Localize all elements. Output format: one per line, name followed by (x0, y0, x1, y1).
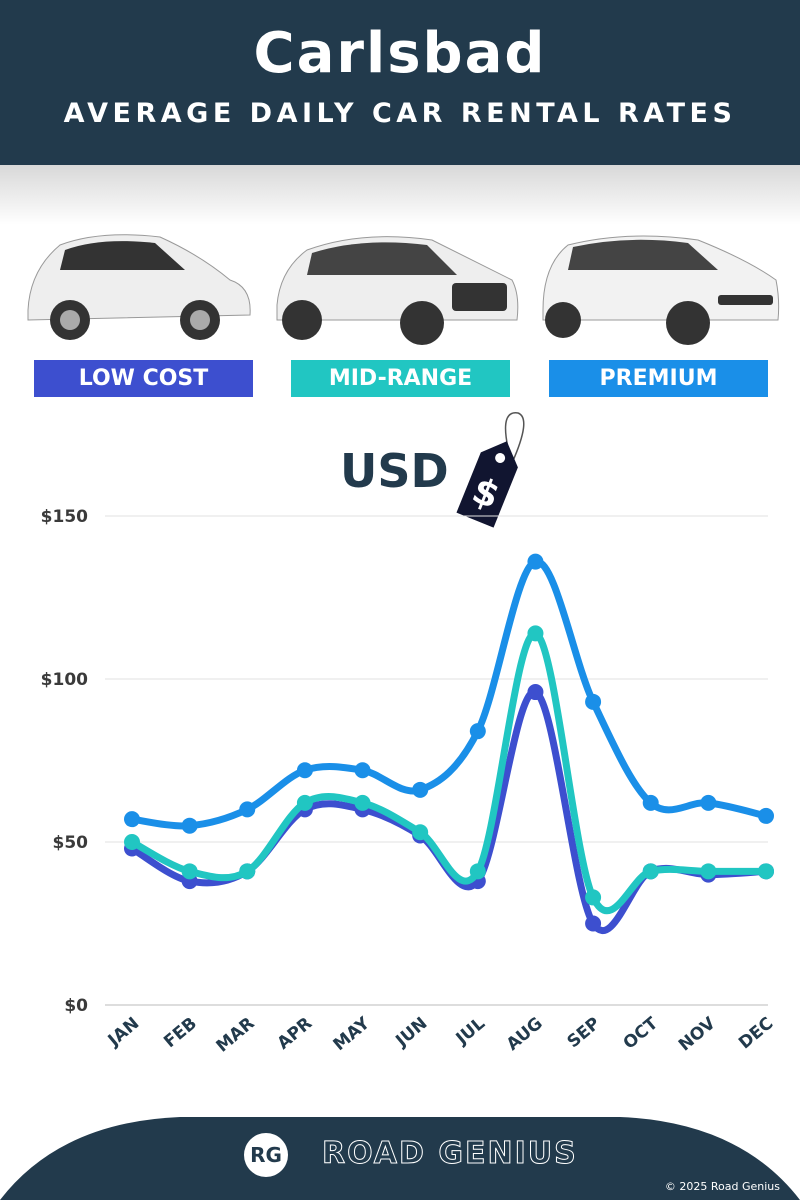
data-point (527, 625, 544, 642)
x-tick-label: JAN (104, 1014, 143, 1052)
legend-mid-range: MID-RANGE (291, 360, 510, 397)
y-tick-label: $0 (64, 996, 88, 1016)
x-tick-label: JUL (452, 1013, 489, 1049)
data-point (585, 915, 602, 932)
line-chart: $0 $50 $100 $150 JAN FEB MAR APR MAY JUN JUL AUG SEP… (41, 507, 778, 1057)
x-tick-label: NOV (675, 1013, 720, 1055)
data-point (758, 807, 774, 824)
data-point (239, 801, 256, 818)
series-line-mid-range (130, 629, 766, 915)
data-point (700, 794, 717, 811)
x-tick-label: MAR (213, 1014, 259, 1057)
x-tick-label: AUG (503, 1014, 547, 1055)
data-point (585, 693, 602, 710)
data-point (296, 762, 313, 779)
data-point (239, 863, 256, 880)
series-line-premium (131, 558, 767, 830)
currency-label: USD (340, 444, 449, 498)
data-point (124, 834, 140, 850)
header-shadow (0, 165, 800, 225)
data-point (469, 863, 486, 880)
copyright: © 2025 Road Genius (664, 1180, 780, 1193)
data-point (354, 794, 371, 811)
data-point (124, 811, 140, 828)
y-tick-label: $150 (41, 507, 88, 527)
data-point (642, 863, 659, 880)
data-point (758, 863, 774, 880)
x-tick-label: SEP (564, 1014, 605, 1053)
x-tick-label: FEB (160, 1014, 201, 1053)
premium-car-image (542, 235, 780, 345)
brand-name: ROAD GENIUS (322, 1136, 578, 1172)
x-tick-label: MAY (330, 1013, 375, 1055)
data-point (585, 889, 602, 906)
x-tick-label: DEC (735, 1014, 777, 1054)
header: Carlsbad AVERAGE DAILY CAR RENTAL RATES (0, 0, 800, 165)
road-genius-logo: RG (244, 1133, 288, 1177)
data-point (181, 817, 198, 834)
data-point (527, 684, 544, 701)
data-point (527, 553, 544, 570)
data-point (412, 824, 429, 841)
data-point (181, 863, 198, 880)
page-subtitle: AVERAGE DAILY CAR RENTAL RATES (63, 98, 737, 129)
legend-low-cost: LOW COST (34, 360, 253, 397)
price-tag-icon: $ (456, 412, 525, 528)
data-point (296, 794, 313, 811)
x-tick-label: APR (274, 1014, 317, 1054)
x-tick-label: JUN (391, 1014, 431, 1052)
page-title: Carlsbad (253, 21, 547, 86)
data-point (412, 781, 429, 798)
data-point (700, 863, 717, 880)
footer-background (0, 1117, 800, 1200)
mid-range-car-image (276, 236, 519, 345)
y-tick-label: $100 (41, 670, 88, 690)
y-tick-label: $50 (53, 833, 89, 853)
data-point (469, 723, 486, 740)
x-tick-label: OCT (620, 1013, 663, 1053)
data-point (354, 762, 371, 779)
data-point (642, 794, 659, 811)
low-cost-car-image (27, 234, 251, 340)
legend-premium: PREMIUM (549, 360, 768, 397)
